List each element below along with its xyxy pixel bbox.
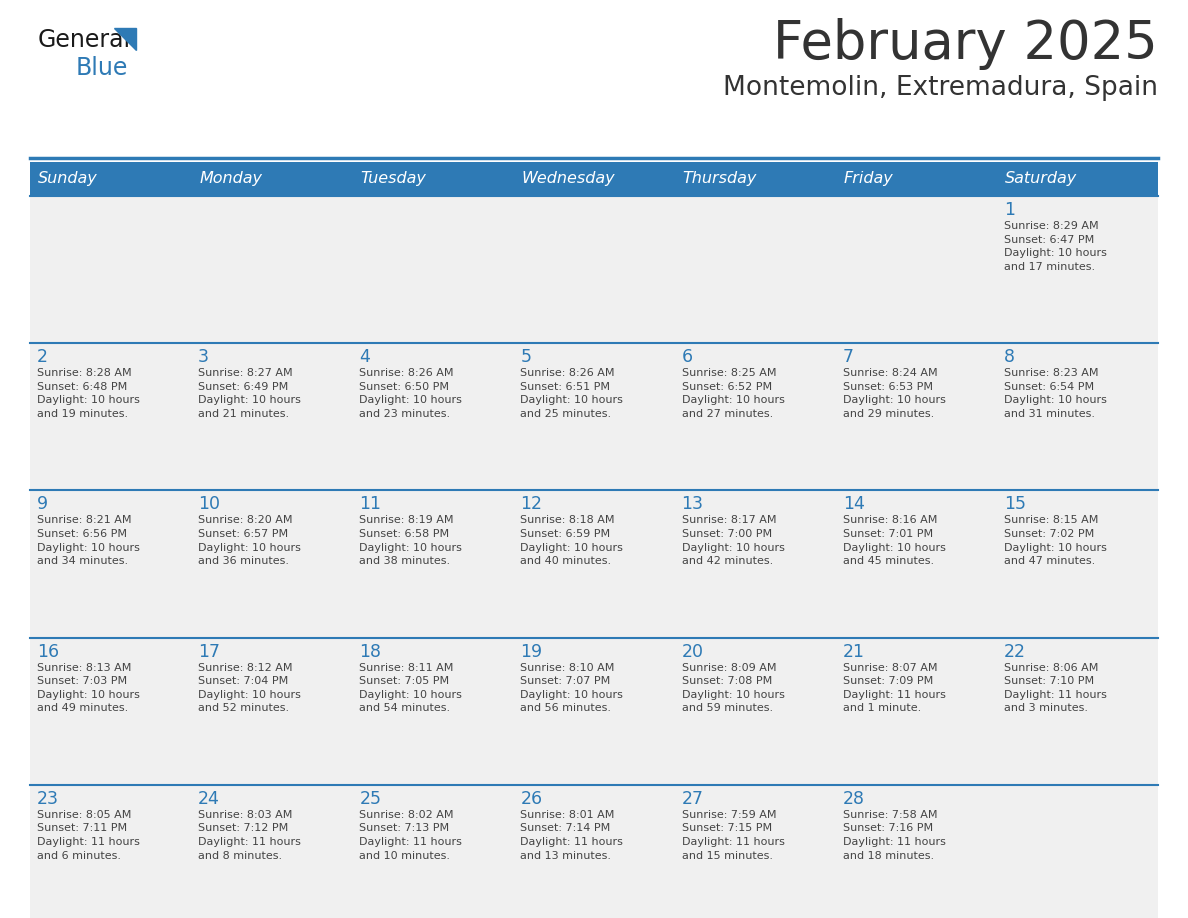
Text: Sunrise: 8:17 AM
Sunset: 7:00 PM
Daylight: 10 hours
and 42 minutes.: Sunrise: 8:17 AM Sunset: 7:00 PM Dayligh… xyxy=(682,515,784,566)
Text: Sunday: Sunday xyxy=(38,172,97,186)
Text: 11: 11 xyxy=(359,496,381,513)
Text: 4: 4 xyxy=(359,348,371,366)
Text: Sunrise: 8:24 AM
Sunset: 6:53 PM
Daylight: 10 hours
and 29 minutes.: Sunrise: 8:24 AM Sunset: 6:53 PM Dayligh… xyxy=(842,368,946,419)
FancyBboxPatch shape xyxy=(30,785,1158,918)
Text: Sunrise: 8:20 AM
Sunset: 6:57 PM
Daylight: 10 hours
and 36 minutes.: Sunrise: 8:20 AM Sunset: 6:57 PM Dayligh… xyxy=(198,515,301,566)
Text: Sunrise: 8:26 AM
Sunset: 6:51 PM
Daylight: 10 hours
and 25 minutes.: Sunrise: 8:26 AM Sunset: 6:51 PM Dayligh… xyxy=(520,368,624,419)
Text: Sunrise: 7:58 AM
Sunset: 7:16 PM
Daylight: 11 hours
and 18 minutes.: Sunrise: 7:58 AM Sunset: 7:16 PM Dayligh… xyxy=(842,810,946,860)
Text: Sunrise: 7:59 AM
Sunset: 7:15 PM
Daylight: 11 hours
and 15 minutes.: Sunrise: 7:59 AM Sunset: 7:15 PM Dayligh… xyxy=(682,810,784,860)
Text: Blue: Blue xyxy=(76,56,128,80)
Text: Sunrise: 8:05 AM
Sunset: 7:11 PM
Daylight: 11 hours
and 6 minutes.: Sunrise: 8:05 AM Sunset: 7:11 PM Dayligh… xyxy=(37,810,140,860)
Text: 25: 25 xyxy=(359,789,381,808)
Text: 23: 23 xyxy=(37,789,59,808)
Text: 16: 16 xyxy=(37,643,59,661)
FancyBboxPatch shape xyxy=(30,343,1158,490)
Text: 7: 7 xyxy=(842,348,854,366)
Text: 27: 27 xyxy=(682,789,703,808)
Text: 8: 8 xyxy=(1004,348,1015,366)
Text: 20: 20 xyxy=(682,643,703,661)
Text: 14: 14 xyxy=(842,496,865,513)
Text: Montemolin, Extremadura, Spain: Montemolin, Extremadura, Spain xyxy=(723,75,1158,101)
Text: Sunrise: 8:16 AM
Sunset: 7:01 PM
Daylight: 10 hours
and 45 minutes.: Sunrise: 8:16 AM Sunset: 7:01 PM Dayligh… xyxy=(842,515,946,566)
Text: Sunrise: 8:02 AM
Sunset: 7:13 PM
Daylight: 11 hours
and 10 minutes.: Sunrise: 8:02 AM Sunset: 7:13 PM Dayligh… xyxy=(359,810,462,860)
Text: Sunrise: 8:18 AM
Sunset: 6:59 PM
Daylight: 10 hours
and 40 minutes.: Sunrise: 8:18 AM Sunset: 6:59 PM Dayligh… xyxy=(520,515,624,566)
Text: 3: 3 xyxy=(198,348,209,366)
Text: Sunrise: 8:26 AM
Sunset: 6:50 PM
Daylight: 10 hours
and 23 minutes.: Sunrise: 8:26 AM Sunset: 6:50 PM Dayligh… xyxy=(359,368,462,419)
Text: Sunrise: 8:03 AM
Sunset: 7:12 PM
Daylight: 11 hours
and 8 minutes.: Sunrise: 8:03 AM Sunset: 7:12 PM Dayligh… xyxy=(198,810,301,860)
Text: Wednesday: Wednesday xyxy=(522,172,615,186)
Text: 13: 13 xyxy=(682,496,703,513)
Text: 17: 17 xyxy=(198,643,220,661)
Text: Sunrise: 8:29 AM
Sunset: 6:47 PM
Daylight: 10 hours
and 17 minutes.: Sunrise: 8:29 AM Sunset: 6:47 PM Dayligh… xyxy=(1004,221,1107,272)
Text: Friday: Friday xyxy=(843,172,893,186)
Text: General: General xyxy=(38,28,131,52)
Text: 21: 21 xyxy=(842,643,865,661)
Text: Sunrise: 8:15 AM
Sunset: 7:02 PM
Daylight: 10 hours
and 47 minutes.: Sunrise: 8:15 AM Sunset: 7:02 PM Dayligh… xyxy=(1004,515,1107,566)
Text: 26: 26 xyxy=(520,789,543,808)
Text: Sunrise: 8:11 AM
Sunset: 7:05 PM
Daylight: 10 hours
and 54 minutes.: Sunrise: 8:11 AM Sunset: 7:05 PM Dayligh… xyxy=(359,663,462,713)
Text: February 2025: February 2025 xyxy=(773,18,1158,70)
Text: Sunrise: 8:27 AM
Sunset: 6:49 PM
Daylight: 10 hours
and 21 minutes.: Sunrise: 8:27 AM Sunset: 6:49 PM Dayligh… xyxy=(198,368,301,419)
Text: 22: 22 xyxy=(1004,643,1026,661)
Text: 18: 18 xyxy=(359,643,381,661)
Text: 2: 2 xyxy=(37,348,48,366)
Text: Sunrise: 8:06 AM
Sunset: 7:10 PM
Daylight: 11 hours
and 3 minutes.: Sunrise: 8:06 AM Sunset: 7:10 PM Dayligh… xyxy=(1004,663,1107,713)
Text: Sunrise: 8:10 AM
Sunset: 7:07 PM
Daylight: 10 hours
and 56 minutes.: Sunrise: 8:10 AM Sunset: 7:07 PM Dayligh… xyxy=(520,663,624,713)
Text: Sunrise: 8:21 AM
Sunset: 6:56 PM
Daylight: 10 hours
and 34 minutes.: Sunrise: 8:21 AM Sunset: 6:56 PM Dayligh… xyxy=(37,515,140,566)
Text: Sunrise: 8:28 AM
Sunset: 6:48 PM
Daylight: 10 hours
and 19 minutes.: Sunrise: 8:28 AM Sunset: 6:48 PM Dayligh… xyxy=(37,368,140,419)
Text: 6: 6 xyxy=(682,348,693,366)
Text: 9: 9 xyxy=(37,496,49,513)
Text: 15: 15 xyxy=(1004,496,1026,513)
FancyBboxPatch shape xyxy=(30,196,1158,343)
Text: Sunrise: 8:23 AM
Sunset: 6:54 PM
Daylight: 10 hours
and 31 minutes.: Sunrise: 8:23 AM Sunset: 6:54 PM Dayligh… xyxy=(1004,368,1107,419)
Text: Thursday: Thursday xyxy=(683,172,757,186)
Text: Tuesday: Tuesday xyxy=(360,172,426,186)
Text: 24: 24 xyxy=(198,789,220,808)
FancyBboxPatch shape xyxy=(30,638,1158,785)
Text: Sunrise: 8:12 AM
Sunset: 7:04 PM
Daylight: 10 hours
and 52 minutes.: Sunrise: 8:12 AM Sunset: 7:04 PM Dayligh… xyxy=(198,663,301,713)
Polygon shape xyxy=(114,28,135,50)
Text: Sunrise: 8:09 AM
Sunset: 7:08 PM
Daylight: 10 hours
and 59 minutes.: Sunrise: 8:09 AM Sunset: 7:08 PM Dayligh… xyxy=(682,663,784,713)
Text: 28: 28 xyxy=(842,789,865,808)
Text: Saturday: Saturday xyxy=(1005,172,1078,186)
Text: 1: 1 xyxy=(1004,201,1015,219)
Text: Sunrise: 8:19 AM
Sunset: 6:58 PM
Daylight: 10 hours
and 38 minutes.: Sunrise: 8:19 AM Sunset: 6:58 PM Dayligh… xyxy=(359,515,462,566)
Text: 19: 19 xyxy=(520,643,543,661)
Text: 10: 10 xyxy=(198,496,220,513)
Text: Monday: Monday xyxy=(200,172,263,186)
Text: Sunrise: 8:25 AM
Sunset: 6:52 PM
Daylight: 10 hours
and 27 minutes.: Sunrise: 8:25 AM Sunset: 6:52 PM Dayligh… xyxy=(682,368,784,419)
Text: 5: 5 xyxy=(520,348,531,366)
Text: Sunrise: 8:13 AM
Sunset: 7:03 PM
Daylight: 10 hours
and 49 minutes.: Sunrise: 8:13 AM Sunset: 7:03 PM Dayligh… xyxy=(37,663,140,713)
Text: 12: 12 xyxy=(520,496,543,513)
Text: Sunrise: 8:07 AM
Sunset: 7:09 PM
Daylight: 11 hours
and 1 minute.: Sunrise: 8:07 AM Sunset: 7:09 PM Dayligh… xyxy=(842,663,946,713)
FancyBboxPatch shape xyxy=(30,162,1158,196)
FancyBboxPatch shape xyxy=(30,490,1158,638)
Text: Sunrise: 8:01 AM
Sunset: 7:14 PM
Daylight: 11 hours
and 13 minutes.: Sunrise: 8:01 AM Sunset: 7:14 PM Dayligh… xyxy=(520,810,624,860)
